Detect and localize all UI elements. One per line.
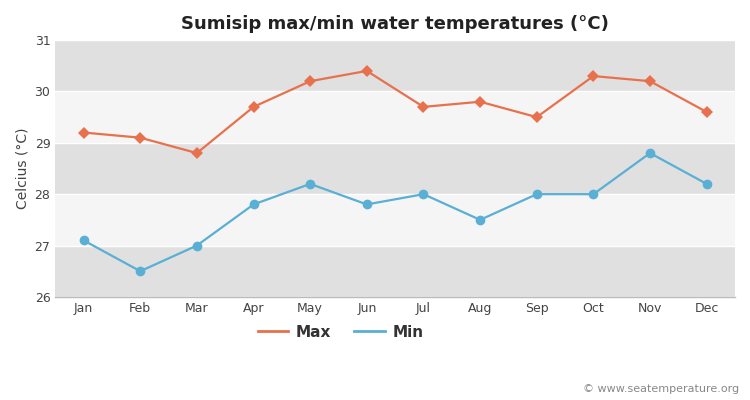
Bar	[56, 143, 735, 194]
Legend: Max, Min: Max, Min	[252, 318, 430, 346]
Bar	[56, 246, 735, 297]
Bar	[56, 194, 735, 246]
Title: Sumisip max/min water temperatures (°C): Sumisip max/min water temperatures (°C)	[182, 15, 609, 33]
Bar	[56, 92, 735, 143]
Text: © www.seatemperature.org: © www.seatemperature.org	[583, 384, 739, 394]
Bar	[56, 40, 735, 92]
Y-axis label: Celcius (°C): Celcius (°C)	[15, 128, 29, 209]
